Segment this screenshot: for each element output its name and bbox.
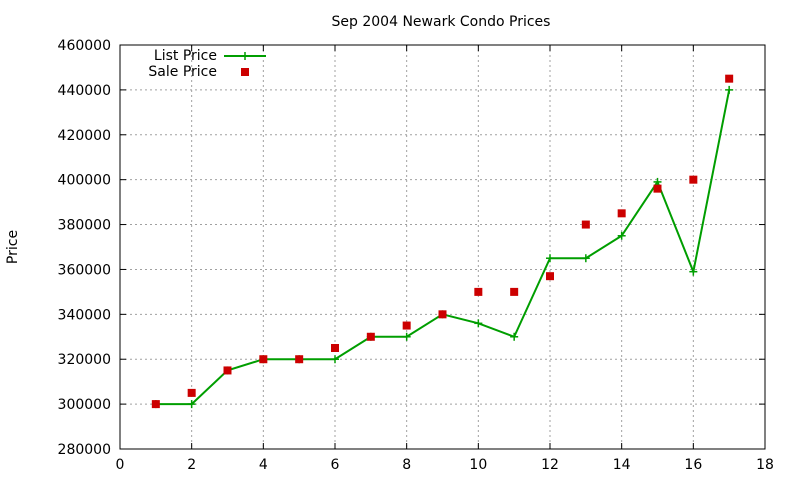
x-tick-label: 14 xyxy=(613,457,631,473)
x-tick-label: 18 xyxy=(756,457,774,473)
list-price-point xyxy=(689,267,698,276)
sale-price-point xyxy=(438,310,447,319)
y-tick-label: 280000 xyxy=(58,442,111,458)
y-tick-label: 380000 xyxy=(58,218,111,234)
x-axis-tick-labels: 0 2 4 6 8 10 12 14 16 18 xyxy=(116,457,774,473)
axis-ticks xyxy=(119,44,766,450)
legend-marker-list-price xyxy=(241,52,249,60)
y-tick-label: 300000 xyxy=(58,397,111,413)
sale-price-point xyxy=(151,400,160,409)
plot-frame xyxy=(119,44,766,450)
sale-price-point xyxy=(546,272,554,281)
list-price-point xyxy=(581,254,590,263)
list-price-line xyxy=(155,89,731,406)
y-axis-label: Price xyxy=(5,230,21,264)
sale-price-point xyxy=(187,388,196,397)
sale-price-point xyxy=(295,355,304,364)
list-price-point xyxy=(653,177,662,186)
x-tick-label: 0 xyxy=(116,457,125,473)
sale-price-point xyxy=(259,355,268,364)
list-price-point xyxy=(725,85,734,94)
list-price-point xyxy=(402,332,411,341)
sale-price-point xyxy=(223,366,232,375)
x-tick-label: 10 xyxy=(469,457,487,473)
sale-price-point xyxy=(617,209,626,218)
sale-price-point xyxy=(366,332,375,341)
list-price-point xyxy=(510,332,519,341)
sale-price-point xyxy=(402,321,411,330)
list-price-point xyxy=(331,355,339,364)
legend-marker-sale-price xyxy=(241,68,249,76)
legend: List Price Sale Price xyxy=(148,48,266,80)
y-tick-label: 340000 xyxy=(58,307,111,323)
x-tick-label: 16 xyxy=(684,457,702,473)
x-tick-label: 8 xyxy=(402,457,411,473)
chart-title: Sep 2004 Newark Condo Prices xyxy=(332,14,551,30)
x-tick-label: 2 xyxy=(187,457,196,473)
sale-price-point xyxy=(474,287,483,296)
legend-label-list-price: List Price xyxy=(154,48,217,64)
list-price-point xyxy=(546,254,554,263)
y-tick-label: 360000 xyxy=(58,262,111,278)
y-tick-label: 440000 xyxy=(58,83,111,99)
sale-price-point xyxy=(689,175,698,184)
sale-price-point xyxy=(653,184,662,193)
list-price-point xyxy=(617,231,626,240)
sale-price-point xyxy=(581,220,590,229)
sale-price-point xyxy=(510,287,519,296)
y-tick-label: 420000 xyxy=(58,128,111,144)
list-price-point xyxy=(474,319,483,328)
y-tick-label: 400000 xyxy=(58,173,111,189)
series xyxy=(151,74,734,409)
grid xyxy=(120,45,765,449)
x-tick-label: 12 xyxy=(541,457,559,473)
y-tick-label: 320000 xyxy=(58,352,111,368)
sale-price-point xyxy=(331,344,339,352)
y-axis-tick-labels: 280000 300000 320000 340000 360000 380000 4000… xyxy=(58,38,111,458)
x-tick-label: 4 xyxy=(259,457,268,473)
y-tick-label: 460000 xyxy=(58,38,111,54)
x-tick-label: 6 xyxy=(331,457,340,473)
legend-label-sale-price: Sale Price xyxy=(148,64,217,80)
list-price-point xyxy=(187,400,196,409)
sale-price-point xyxy=(725,74,734,83)
